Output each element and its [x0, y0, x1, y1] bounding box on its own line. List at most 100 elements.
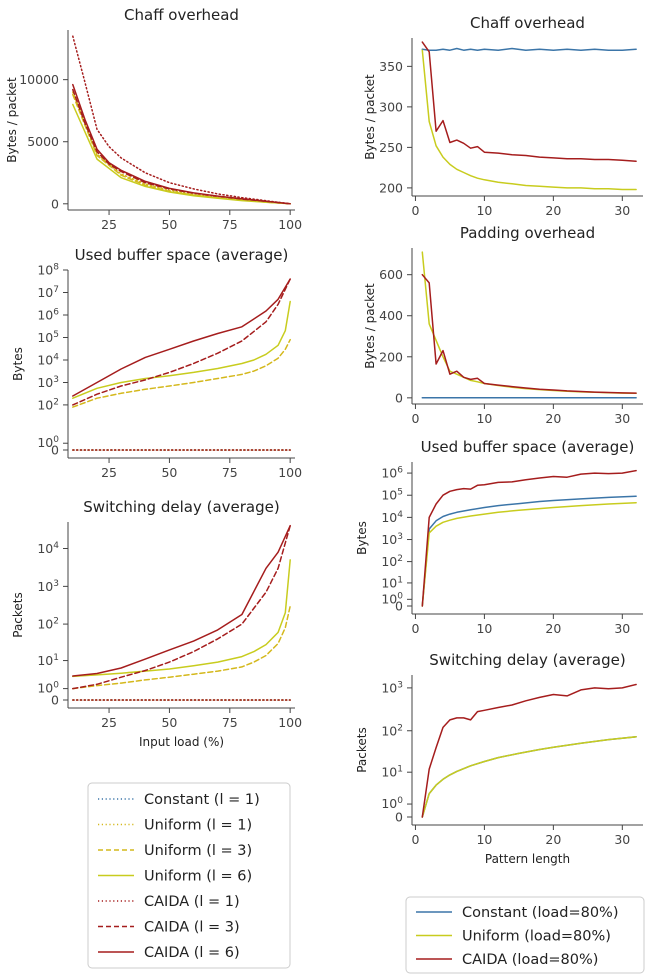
x-tick-label: 30 — [614, 621, 630, 636]
legend-frame — [87, 782, 291, 969]
panel-l3: Switching delay (average) 25 50 75 100 104 103… — [11, 498, 302, 749]
legend-entry-label: CAIDA (l = 1) — [144, 894, 240, 910]
series-line-1 — [72, 93, 291, 205]
x-tick-label: 100 — [278, 715, 302, 730]
x-tick-label: 50 — [161, 715, 177, 730]
y-tick-label: 106 — [381, 466, 403, 481]
x-tick-label: 0 — [411, 411, 419, 426]
y-tick-label: 100 — [37, 435, 59, 450]
x-tick-label: 0 — [411, 203, 419, 218]
series-line-2 — [421, 41, 637, 162]
series-line-2 — [421, 273, 637, 394]
x-tick-label: 10 — [476, 621, 492, 636]
series-line-0 — [421, 736, 637, 818]
y-tick-label: 300 — [379, 99, 403, 114]
legend-entry-label: Uniform (l = 1) — [144, 818, 252, 834]
y-tick-label: 104 — [37, 352, 59, 367]
panel-l2: Used buffer space (average) 25 50 75 100 108 1… — [11, 246, 302, 480]
legend-entry-label: Uniform (l = 6) — [144, 869, 252, 885]
y-tick-label: 103 — [381, 532, 403, 547]
chart-title: Used buffer space (average) — [75, 246, 289, 264]
series-line-1 — [421, 736, 637, 818]
x-tick-label: 10 — [476, 832, 492, 847]
series-line-4 — [72, 88, 291, 205]
y-tick-label: 400 — [379, 308, 403, 323]
x-tick-label: 100 — [278, 217, 302, 232]
x-tick-label: 10 — [476, 203, 492, 218]
chart-title: Chaff overhead — [470, 14, 585, 32]
y-tick-label: 10000 — [19, 72, 59, 87]
series-line-6 — [72, 524, 291, 677]
series-line-1 — [421, 501, 637, 607]
x-tick-label: 0 — [411, 621, 419, 636]
legend-frame — [405, 896, 645, 974]
legend-entry-label: Constant (l = 1) — [144, 792, 260, 808]
y-axis-label: Packets — [11, 592, 25, 638]
series-line-6 — [72, 278, 291, 397]
y-tick-label: 103 — [381, 680, 403, 695]
chart-title: Chaff overhead — [124, 6, 239, 24]
chart-title: Switching delay (average) — [83, 498, 279, 516]
panel-r3: Used buffer space (average)0 10 20 30106105… — [355, 438, 643, 636]
series-line-4 — [72, 559, 291, 678]
legend-entry-label: CAIDA (load=80%) — [462, 952, 598, 968]
x-tick-label: 25 — [101, 465, 117, 480]
y-tick-label: 0 — [51, 196, 59, 211]
series-line-5 — [72, 83, 291, 205]
x-tick-label: 25 — [101, 715, 117, 730]
series-line-3 — [72, 35, 291, 205]
x-tick-label: 10 — [476, 411, 492, 426]
y-tick-label: 103 — [37, 579, 59, 594]
series-line-1 — [421, 49, 637, 191]
y-tick-label: 101 — [381, 575, 403, 590]
x-tick-label: 100 — [278, 465, 302, 480]
x-tick-label: 0 — [411, 832, 419, 847]
y-tick-label: 108 — [37, 263, 59, 278]
x-tick-label: 20 — [545, 203, 561, 218]
y-axis-label: Bytes / packet — [5, 77, 19, 163]
x-tick-label: 75 — [222, 465, 238, 480]
x-axis-label: Pattern length — [485, 852, 570, 866]
series-line-5 — [72, 524, 291, 690]
x-tick-label: 50 — [161, 465, 177, 480]
x-axis-label: Input load (%) — [139, 735, 224, 749]
y-tick-label: 104 — [381, 510, 403, 525]
y-axis-label: Bytes — [355, 521, 369, 555]
y-tick-label: 350 — [379, 59, 403, 74]
series-line-2 — [421, 469, 637, 607]
y-axis-label: Bytes — [11, 347, 25, 381]
legend-entry-label: CAIDA (l = 6) — [144, 945, 240, 961]
y-tick-label: 105 — [381, 488, 403, 503]
chart-title: Padding overhead — [460, 224, 595, 242]
x-tick-label: 30 — [614, 832, 630, 847]
legend-entry-label: Constant (load=80%) — [462, 905, 618, 921]
y-axis-label: Bytes / packet — [363, 283, 377, 369]
x-tick-label: 25 — [101, 217, 117, 232]
series-line-5 — [72, 278, 291, 406]
y-tick-label: 102 — [381, 723, 403, 738]
x-tick-label: 75 — [222, 217, 238, 232]
y-tick-label: 0 — [395, 810, 403, 825]
y-tick-label: 100 — [381, 796, 403, 811]
y-tick-label: 0 — [395, 390, 403, 405]
y-tick-label: 0 — [51, 443, 59, 458]
y-tick-label: 200 — [379, 349, 403, 364]
y-tick-label: 106 — [37, 308, 59, 323]
y-tick-label: 102 — [37, 397, 59, 412]
series-line-0 — [72, 91, 291, 205]
x-tick-label: 20 — [545, 411, 561, 426]
x-tick-label: 30 — [614, 203, 630, 218]
y-tick-label: 0 — [395, 599, 403, 614]
panel-r4: Switching delay (average) 0 10 20 30 103 102 10… — [355, 651, 643, 866]
x-tick-label: 20 — [545, 621, 561, 636]
y-tick-label: 104 — [37, 541, 59, 556]
legend-entry-label: Uniform (l = 3) — [144, 843, 252, 859]
legend-right: Constant (load=80%) Uniform (load=80%) CAI… — [405, 896, 645, 974]
legend-left: Constant (l = 1) Uniform (l = 1) Uniform (… — [87, 782, 291, 969]
series-line-0 — [421, 47, 637, 51]
chart-title: Switching delay (average) — [429, 651, 625, 669]
